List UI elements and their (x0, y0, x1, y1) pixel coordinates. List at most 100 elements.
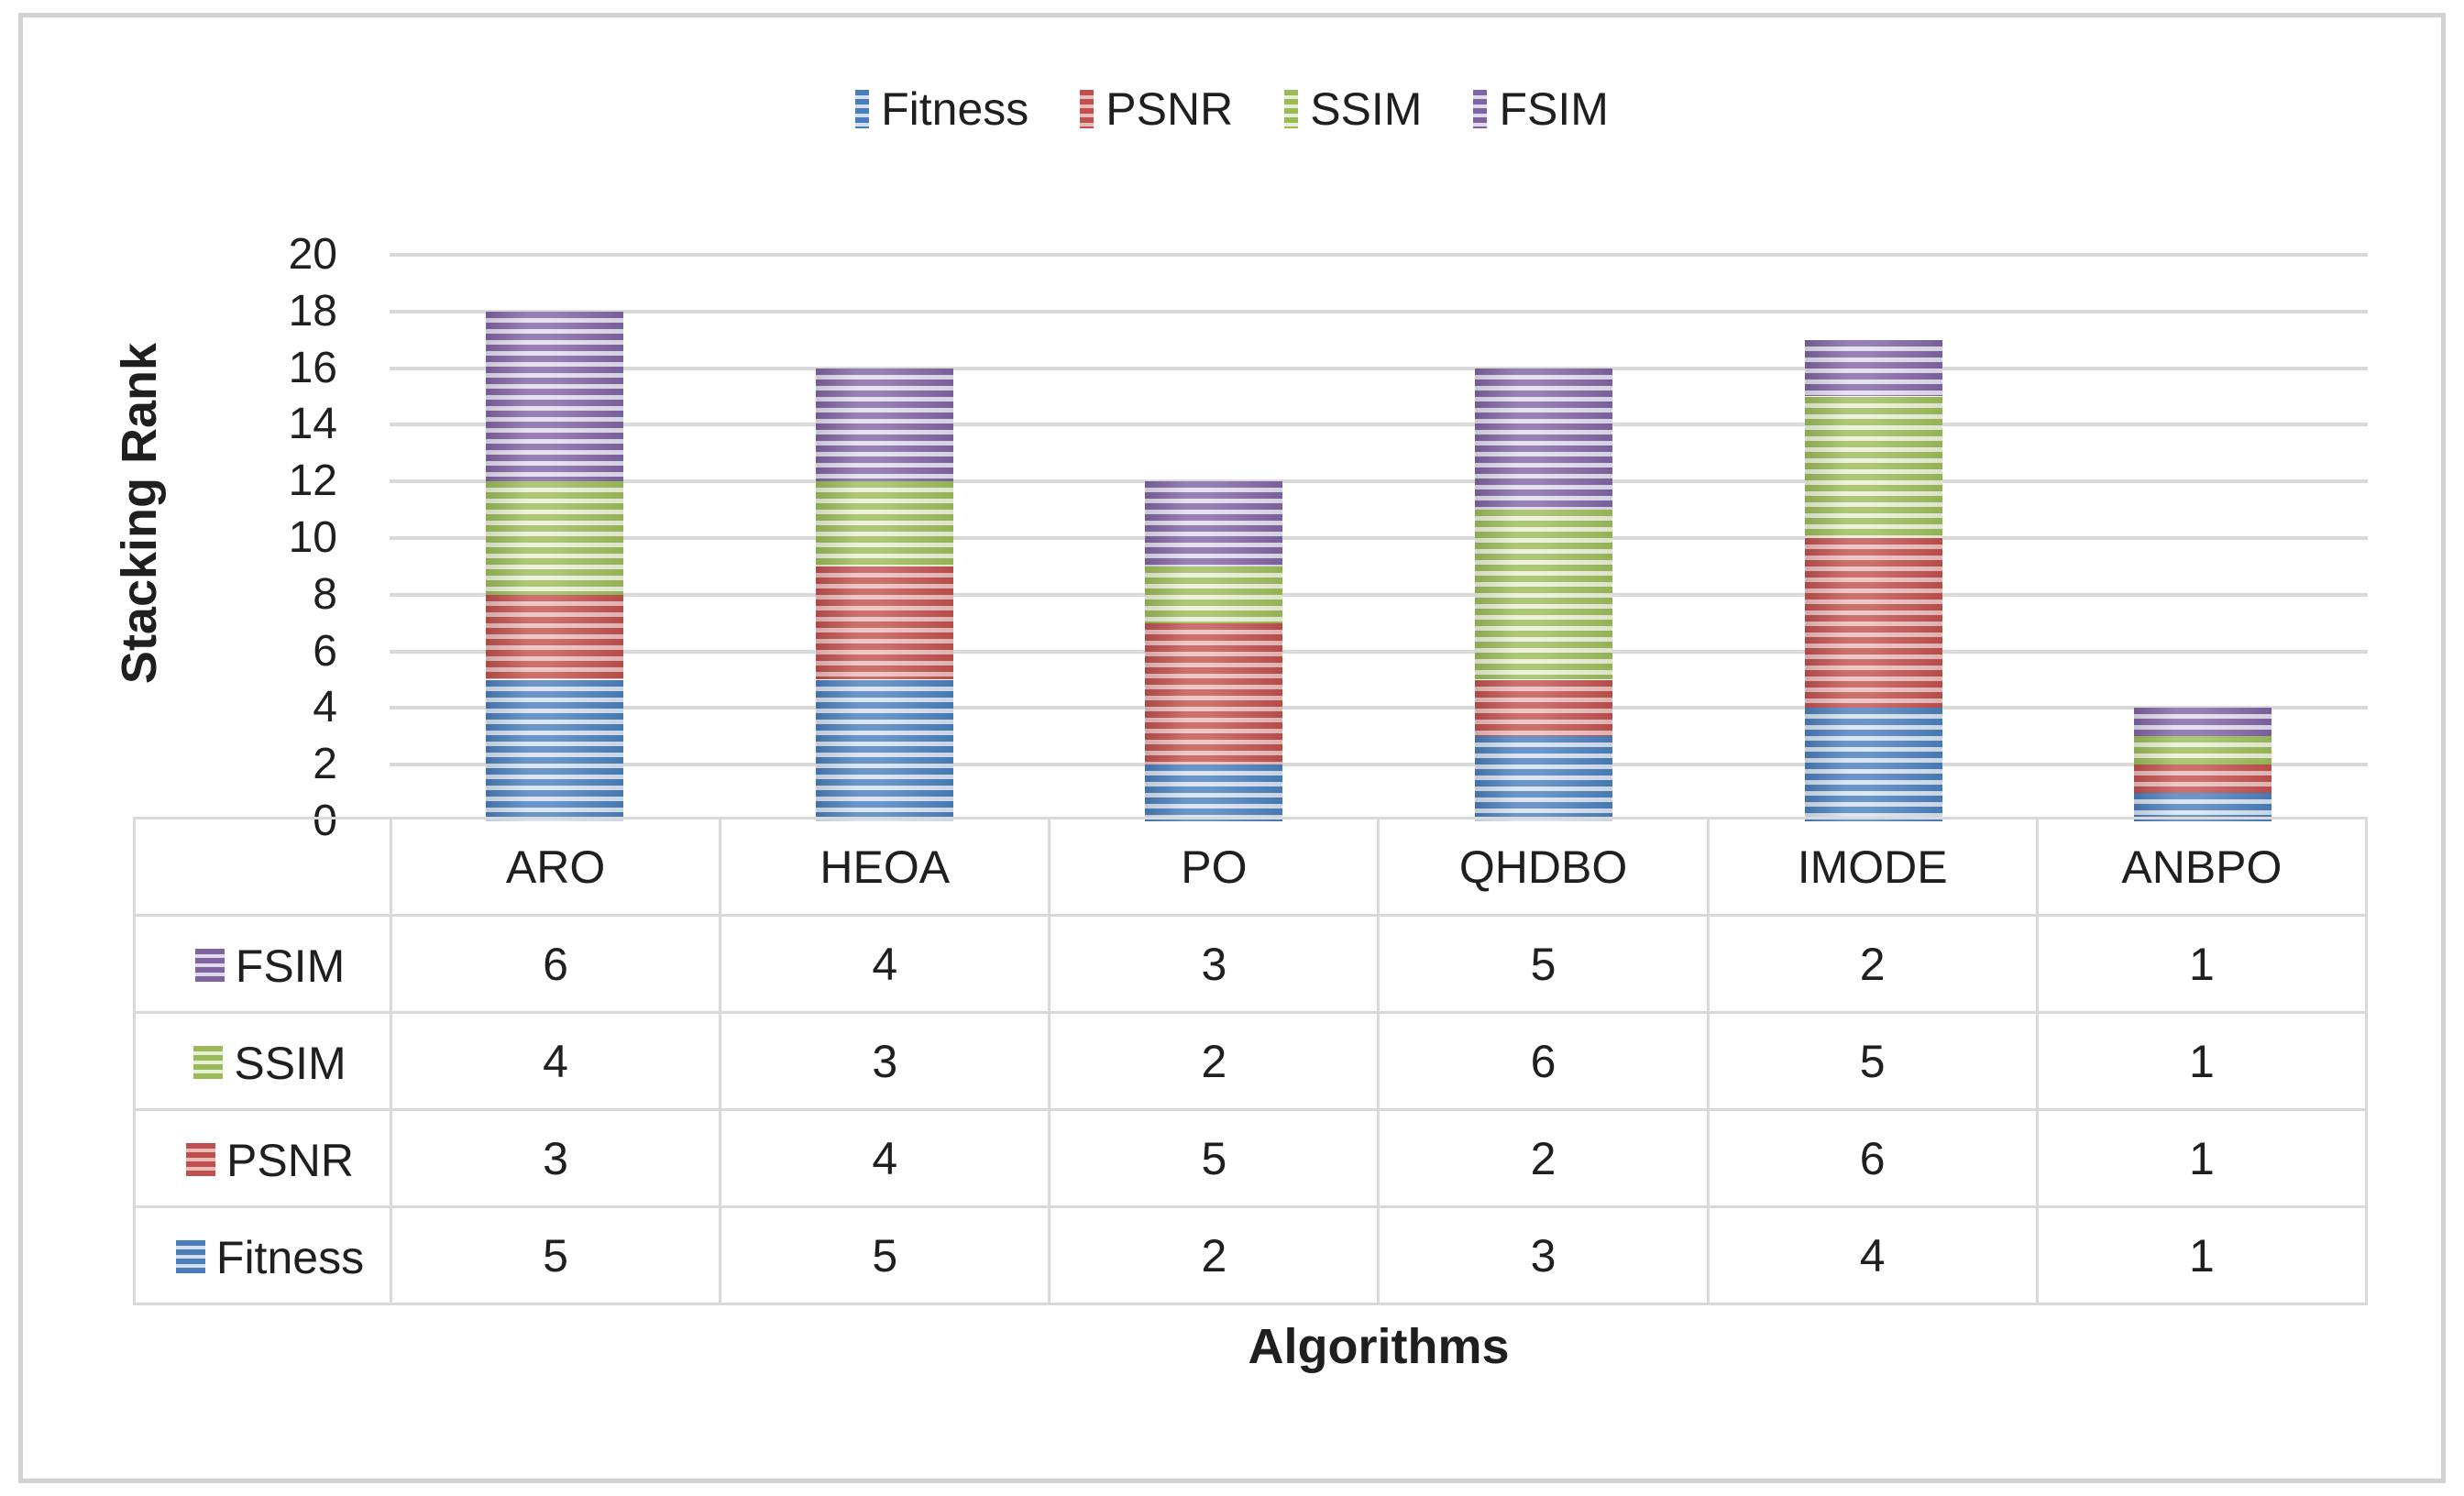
bar-qhdbo-segment-ssim (1474, 510, 1612, 680)
table-key-ssim-icon (193, 1046, 224, 1080)
table-key-psnr-icon (186, 1143, 216, 1177)
y-tick-label: 18 (288, 286, 337, 336)
gridline-y-2 (390, 763, 2368, 767)
table-cell: 3 (1048, 914, 1380, 1014)
bar-imode-segment-psnr (1804, 538, 1942, 709)
table-row-label-text: FSIM (235, 940, 346, 992)
table-row-psnr: PSNR 3 4 5 2 6 1 (133, 1108, 2369, 1208)
bar-aro-segment-ssim (485, 481, 623, 595)
x-axis-title: Algorithms (1248, 1319, 1510, 1374)
table-cell: 2 (1377, 1108, 1710, 1208)
bar-heoa-segment-psnr (815, 566, 953, 680)
gridline-y-8 (390, 592, 2368, 597)
bar-aro-segment-fitness (485, 679, 623, 821)
legend-label: PSNR (1106, 83, 1234, 135)
bar-po-segment-ssim (1145, 566, 1283, 623)
bar-qhdbo-segment-fsim (1474, 368, 1612, 511)
bar-qhdbo-segment-fitness (1474, 736, 1612, 821)
chart-legend: Fitness PSNR SSIM FSIM (0, 86, 2464, 132)
table-cell: 2 (1706, 914, 2039, 1014)
table-cell: 6 (1706, 1108, 2039, 1208)
bar-po-segment-fsim (1145, 481, 1283, 566)
y-tick-label: 14 (288, 400, 337, 449)
legend-key-ssim-icon (1284, 90, 1299, 128)
bar-imode-segment-fitness (1804, 708, 1942, 821)
bar-anbpo-segment-psnr (2134, 764, 2272, 794)
table-header-aro: ARO (389, 817, 722, 917)
table-header-po: PO (1048, 817, 1380, 917)
bar-anbpo-segment-fsim (2134, 708, 2272, 737)
table-row-fitness: Fitness 5 5 2 3 4 1 (133, 1205, 2369, 1305)
table-cell: 2 (1048, 1205, 1380, 1305)
gridline-y-16 (390, 366, 2368, 370)
bar-po-segment-fitness (1145, 764, 1283, 821)
table-header-qhdbo: QHDBO (1377, 817, 1710, 917)
table-cell: 1 (2035, 1108, 2369, 1208)
table-cell: 5 (719, 1205, 1051, 1305)
legend-label: FSIM (1499, 83, 1609, 135)
bar-imode-segment-ssim (1804, 396, 1942, 538)
table-row-label-psnr: PSNR (133, 1108, 392, 1208)
gridline-y-6 (390, 649, 2368, 654)
table-corner-blank (133, 817, 392, 917)
figure-border (18, 13, 2446, 1483)
legend-key-fitness-icon (855, 90, 870, 128)
bar-heoa-segment-fitness (815, 679, 953, 821)
bar-aro-segment-psnr (485, 594, 623, 680)
table-header-heoa: HEOA (719, 817, 1051, 917)
table-cell: 4 (719, 914, 1051, 1014)
table-header-anbpo: ANBPO (2035, 817, 2369, 917)
bar-anbpo-segment-fitness (2134, 793, 2272, 821)
bar-po-segment-psnr (1145, 622, 1283, 765)
legend-key-psnr-icon (1080, 90, 1094, 128)
legend-item-fitness: Fitness (855, 86, 1028, 132)
table-cell: 3 (1377, 1205, 1710, 1305)
table-cell: 1 (2035, 1011, 2369, 1111)
legend-label: Fitness (881, 83, 1029, 135)
table-row-label-ssim: SSIM (133, 1011, 392, 1111)
table-header-imode: IMODE (1706, 817, 2039, 917)
table-cell: 4 (1706, 1205, 2039, 1305)
bar-heoa-segment-ssim (815, 481, 953, 566)
table-cell: 5 (1706, 1011, 2039, 1111)
table-cell: 6 (1377, 1011, 1710, 1111)
table-cell: 4 (389, 1011, 722, 1111)
table-cell: 5 (389, 1205, 722, 1305)
legend-item-psnr: PSNR (1080, 86, 1233, 132)
legend-item-fsim: FSIM (1473, 83, 1609, 135)
table-row-fsim: FSIM 6 4 3 5 2 1 (133, 914, 2369, 1014)
table-cell: 6 (389, 914, 722, 1014)
table-cell: 5 (1048, 1108, 1380, 1208)
table-cell: 5 (1377, 914, 1710, 1014)
gridline-y-20 (390, 253, 2368, 257)
legend-item-ssim: SSIM (1284, 86, 1422, 132)
y-tick-label: 6 (313, 626, 337, 676)
y-tick-label: 4 (313, 683, 337, 732)
y-tick-label: 12 (288, 456, 337, 506)
table-row-label-text: PSNR (226, 1134, 354, 1186)
legend-key-fsim-icon (1473, 90, 1488, 128)
table-row-label-text: SSIM (234, 1037, 346, 1089)
gridline-y-10 (390, 536, 2368, 540)
y-tick-label: 2 (313, 740, 337, 789)
table-key-fitness-icon (175, 1240, 205, 1274)
y-tick-label: 10 (288, 513, 337, 562)
table-key-fsim-icon (194, 949, 225, 983)
bar-anbpo-segment-ssim (2134, 736, 2272, 765)
bar-heoa-segment-fsim (815, 368, 953, 482)
table-cell: 2 (1048, 1011, 1380, 1111)
gridline-y-4 (390, 706, 2368, 710)
table-cell: 3 (719, 1011, 1051, 1111)
legend-label: SSIM (1310, 83, 1423, 135)
bar-aro-segment-fsim (485, 311, 623, 482)
table-cell: 1 (2035, 1205, 2369, 1305)
gridline-y-18 (390, 309, 2368, 314)
table-cell: 3 (389, 1108, 722, 1208)
table-row-label-text: Fitness (215, 1231, 365, 1283)
y-tick-label: 8 (313, 569, 337, 619)
data-table-grid: ARO HEOA PO QHDBO IMODE ANBPO FSIM 6 4 3 5 2 1 SSIM 4 3… (133, 817, 2369, 1305)
y-tick-label: 20 (288, 230, 337, 279)
data-table: ARO HEOA PO QHDBO IMODE ANBPO FSIM 6 4 3 5 2 1 SSIM 4 3… (133, 817, 2369, 1305)
table-row-label-fsim: FSIM (133, 914, 392, 1014)
